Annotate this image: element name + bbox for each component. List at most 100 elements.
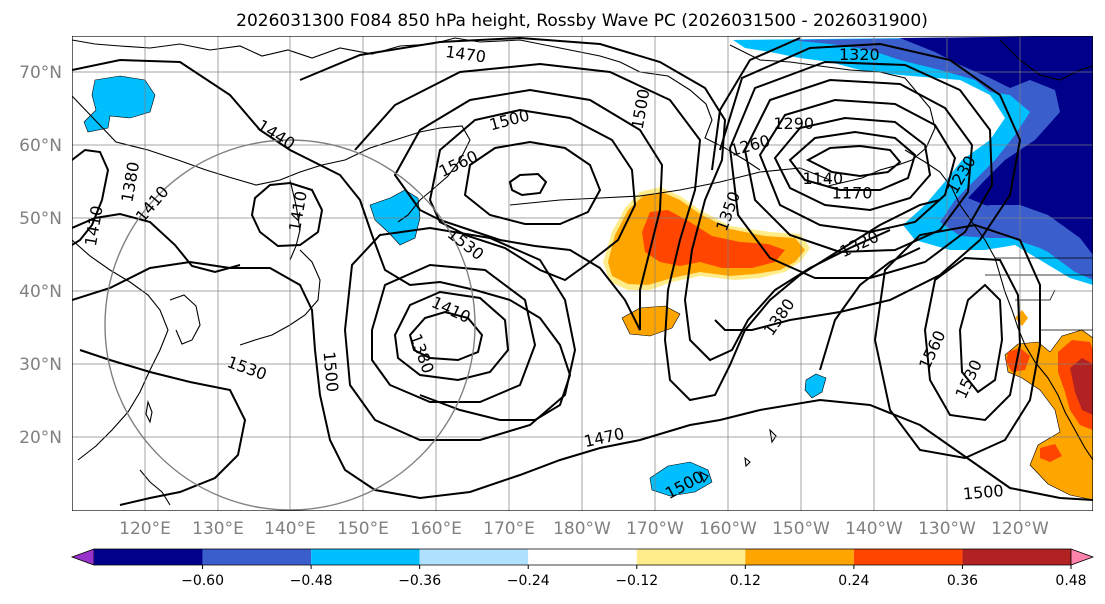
coast-canada-north xyxy=(999,39,1093,81)
contour-alaska-low-1200 xyxy=(773,116,932,212)
contour-label: 1140 xyxy=(803,169,844,188)
colorbar-tick-label: −0.48 xyxy=(290,573,333,589)
contour-label: 1500 xyxy=(320,351,342,393)
lon-label: 130°W xyxy=(918,519,976,539)
contour-east-high-1530 xyxy=(923,256,1022,422)
contour-1410-japan xyxy=(250,181,324,248)
contour-1470 xyxy=(299,36,891,362)
colorbar-outline xyxy=(94,548,1071,566)
anomaly-south-spot xyxy=(1040,444,1062,462)
contour-west-1380 xyxy=(72,148,110,246)
coast-taiwan xyxy=(145,399,153,424)
colorbar-cell xyxy=(528,549,637,565)
lon-label: 160°E xyxy=(410,519,462,539)
contour-alaska-low-1140 xyxy=(805,144,902,178)
lon-label: 150°E xyxy=(337,519,389,539)
state-borders xyxy=(985,257,1093,331)
lon-label: 160°W xyxy=(699,519,757,539)
colorbar-tick-label: 0.24 xyxy=(838,573,869,589)
contour-1440 xyxy=(72,58,572,421)
contour-label: 1500 xyxy=(962,481,1004,503)
height-contours xyxy=(72,36,1093,506)
contour-alaska-low-1260 xyxy=(743,78,974,254)
lat-label: 30°N xyxy=(19,355,62,375)
coast-siberia xyxy=(72,37,761,171)
range-ring xyxy=(104,139,476,511)
colorbar: −0.60 −0.48 −0.36 −0.24 −0.12 0.12 0.24 0.36 0.4… xyxy=(70,548,1095,589)
coast-sakhalin xyxy=(289,179,301,261)
lat-label: 60°N xyxy=(19,136,62,156)
coast-kamchatka xyxy=(344,125,471,223)
latitude-labels: 70°N 60°N 50°N 40°N 30°N 20°N xyxy=(19,63,62,448)
contour-label: 1320 xyxy=(839,45,880,64)
contour-1410-low xyxy=(393,290,510,382)
contour-1320-east xyxy=(714,42,1022,331)
contour-label: 1170 xyxy=(832,183,873,202)
colorbar-ticks: −0.60 −0.48 −0.36 −0.24 −0.12 0.12 0.24 0.36 0.4… xyxy=(181,565,1087,589)
lon-label: 130°E xyxy=(192,519,244,539)
colorbar-cells xyxy=(70,548,1095,566)
colorbar-cell xyxy=(94,549,203,565)
colorbar-cell xyxy=(419,549,529,565)
coast-north-america xyxy=(904,149,1093,461)
anomaly-gulf-extension xyxy=(955,205,1093,270)
anomaly-alaska-blue-patch xyxy=(955,36,1093,75)
contour-label: 1290 xyxy=(773,114,814,133)
colorbar-tick-label: 0.12 xyxy=(730,573,761,589)
contour-1440-low xyxy=(371,263,537,403)
lon-label: 170°W xyxy=(626,519,684,539)
anomaly-hawaii-patch xyxy=(649,461,713,497)
lon-label: 120°W xyxy=(991,519,1049,539)
colorbar-extend-low xyxy=(70,548,95,566)
contour-1350-east xyxy=(711,37,801,171)
contour-1380-low xyxy=(408,310,484,362)
contour-alaska-low-1290 xyxy=(728,60,994,279)
coast-hawaii xyxy=(698,428,777,484)
contour-central-high-inner xyxy=(508,172,548,197)
coast-aleutians xyxy=(509,167,831,206)
contour-central-high-2 xyxy=(463,140,602,225)
coast-japan xyxy=(239,249,321,346)
anomaly-northeast-pacific-core xyxy=(900,36,1093,270)
colorbar-tick-label: −0.12 xyxy=(615,573,658,589)
lat-label: 20°N xyxy=(19,428,62,448)
lon-label: 140°W xyxy=(845,519,903,539)
contour-1470-low xyxy=(343,226,577,441)
lon-label: 150°W xyxy=(772,519,830,539)
colorbar-tick-label: −0.24 xyxy=(507,573,550,589)
lat-label: 50°N xyxy=(19,209,62,229)
contour-1530-west xyxy=(79,349,247,506)
gridlines xyxy=(72,36,1093,511)
anomaly-baja-dark xyxy=(1070,358,1093,415)
colorbar-tick-label: 0.48 xyxy=(1055,573,1086,589)
coast-korea xyxy=(169,294,201,345)
contour-1500-west xyxy=(72,260,761,500)
anomaly-small-patch xyxy=(804,373,827,399)
colorbar-cell xyxy=(962,549,1071,565)
negative-anomaly-fill xyxy=(83,36,1093,497)
contour-east-high-1560 xyxy=(958,283,1004,394)
colorbar-cell xyxy=(745,549,854,565)
lon-label: 140°E xyxy=(264,519,316,539)
contour-1500-southeast xyxy=(759,398,1093,501)
lon-label: 180°W xyxy=(553,519,611,539)
contour-1530 xyxy=(393,88,664,331)
colorbar-tick-label: −0.60 xyxy=(181,573,224,589)
colorbar-extend-high xyxy=(1070,548,1095,566)
contour-1410-west xyxy=(72,212,241,274)
contour-east-high-1500 xyxy=(873,223,1041,460)
colorbar-tick-label: 0.36 xyxy=(947,573,978,589)
colorbar-cell xyxy=(853,549,963,565)
colorbar-cell xyxy=(202,549,312,565)
lon-label: 120°E xyxy=(119,519,171,539)
colorbar-tick-label: −0.36 xyxy=(398,573,441,589)
figure-title: 2026031300 F084 850 hPa height, Rossby W… xyxy=(236,11,928,31)
colorbar-cell xyxy=(311,549,420,565)
colorbar-cell xyxy=(636,549,746,565)
lon-label: 170°E xyxy=(483,519,535,539)
contour-central-high-3 xyxy=(428,108,637,282)
anomaly-west-coast-small xyxy=(1015,310,1028,326)
contour-1380-east xyxy=(819,247,921,371)
